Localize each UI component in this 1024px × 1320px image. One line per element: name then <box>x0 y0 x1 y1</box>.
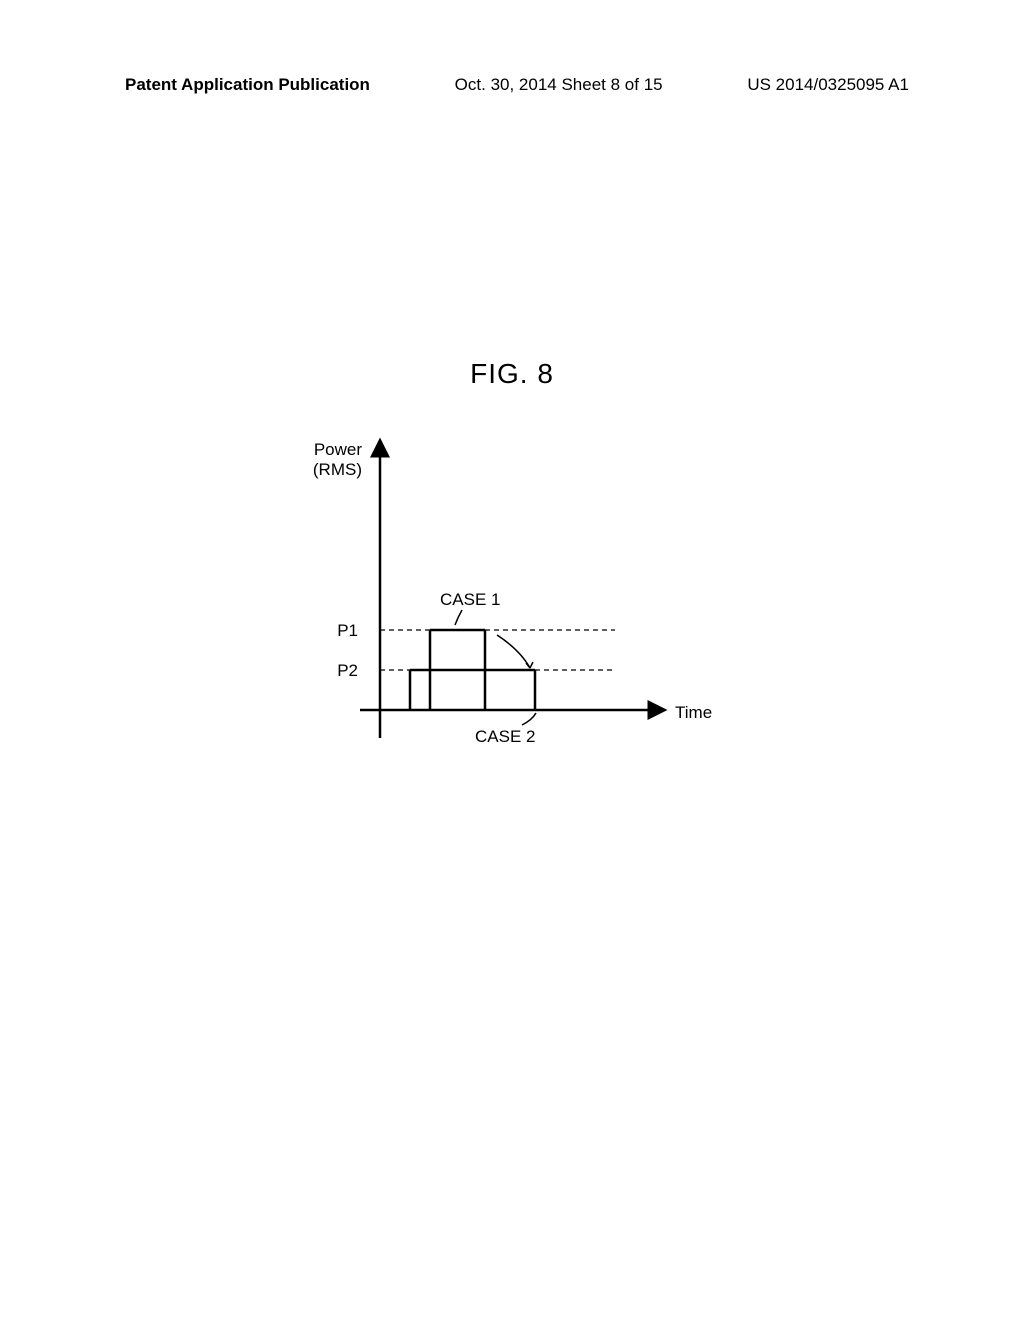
header-patent-number: US 2014/0325095 A1 <box>747 75 909 95</box>
figure-title: FIG. 8 <box>470 358 554 390</box>
y-tick-p2: P2 <box>328 661 358 681</box>
page-header: Patent Application Publication Oct. 30, … <box>0 75 1024 95</box>
header-date-sheet: Oct. 30, 2014 Sheet 8 of 15 <box>455 75 663 95</box>
chart-container: Power (RMS) P1 P2 CASE 1 CASE 2 Time <box>280 425 780 785</box>
y-axis-label-line2: (RMS) <box>313 460 362 479</box>
case2-label: CASE 2 <box>475 727 535 747</box>
y-axis-label: Power (RMS) <box>280 440 362 480</box>
case1-label: CASE 1 <box>440 590 500 610</box>
y-tick-p1: P1 <box>328 621 358 641</box>
x-axis-label: Time <box>675 703 712 723</box>
y-axis-label-line1: Power <box>314 440 362 459</box>
header-publication: Patent Application Publication <box>125 75 370 95</box>
